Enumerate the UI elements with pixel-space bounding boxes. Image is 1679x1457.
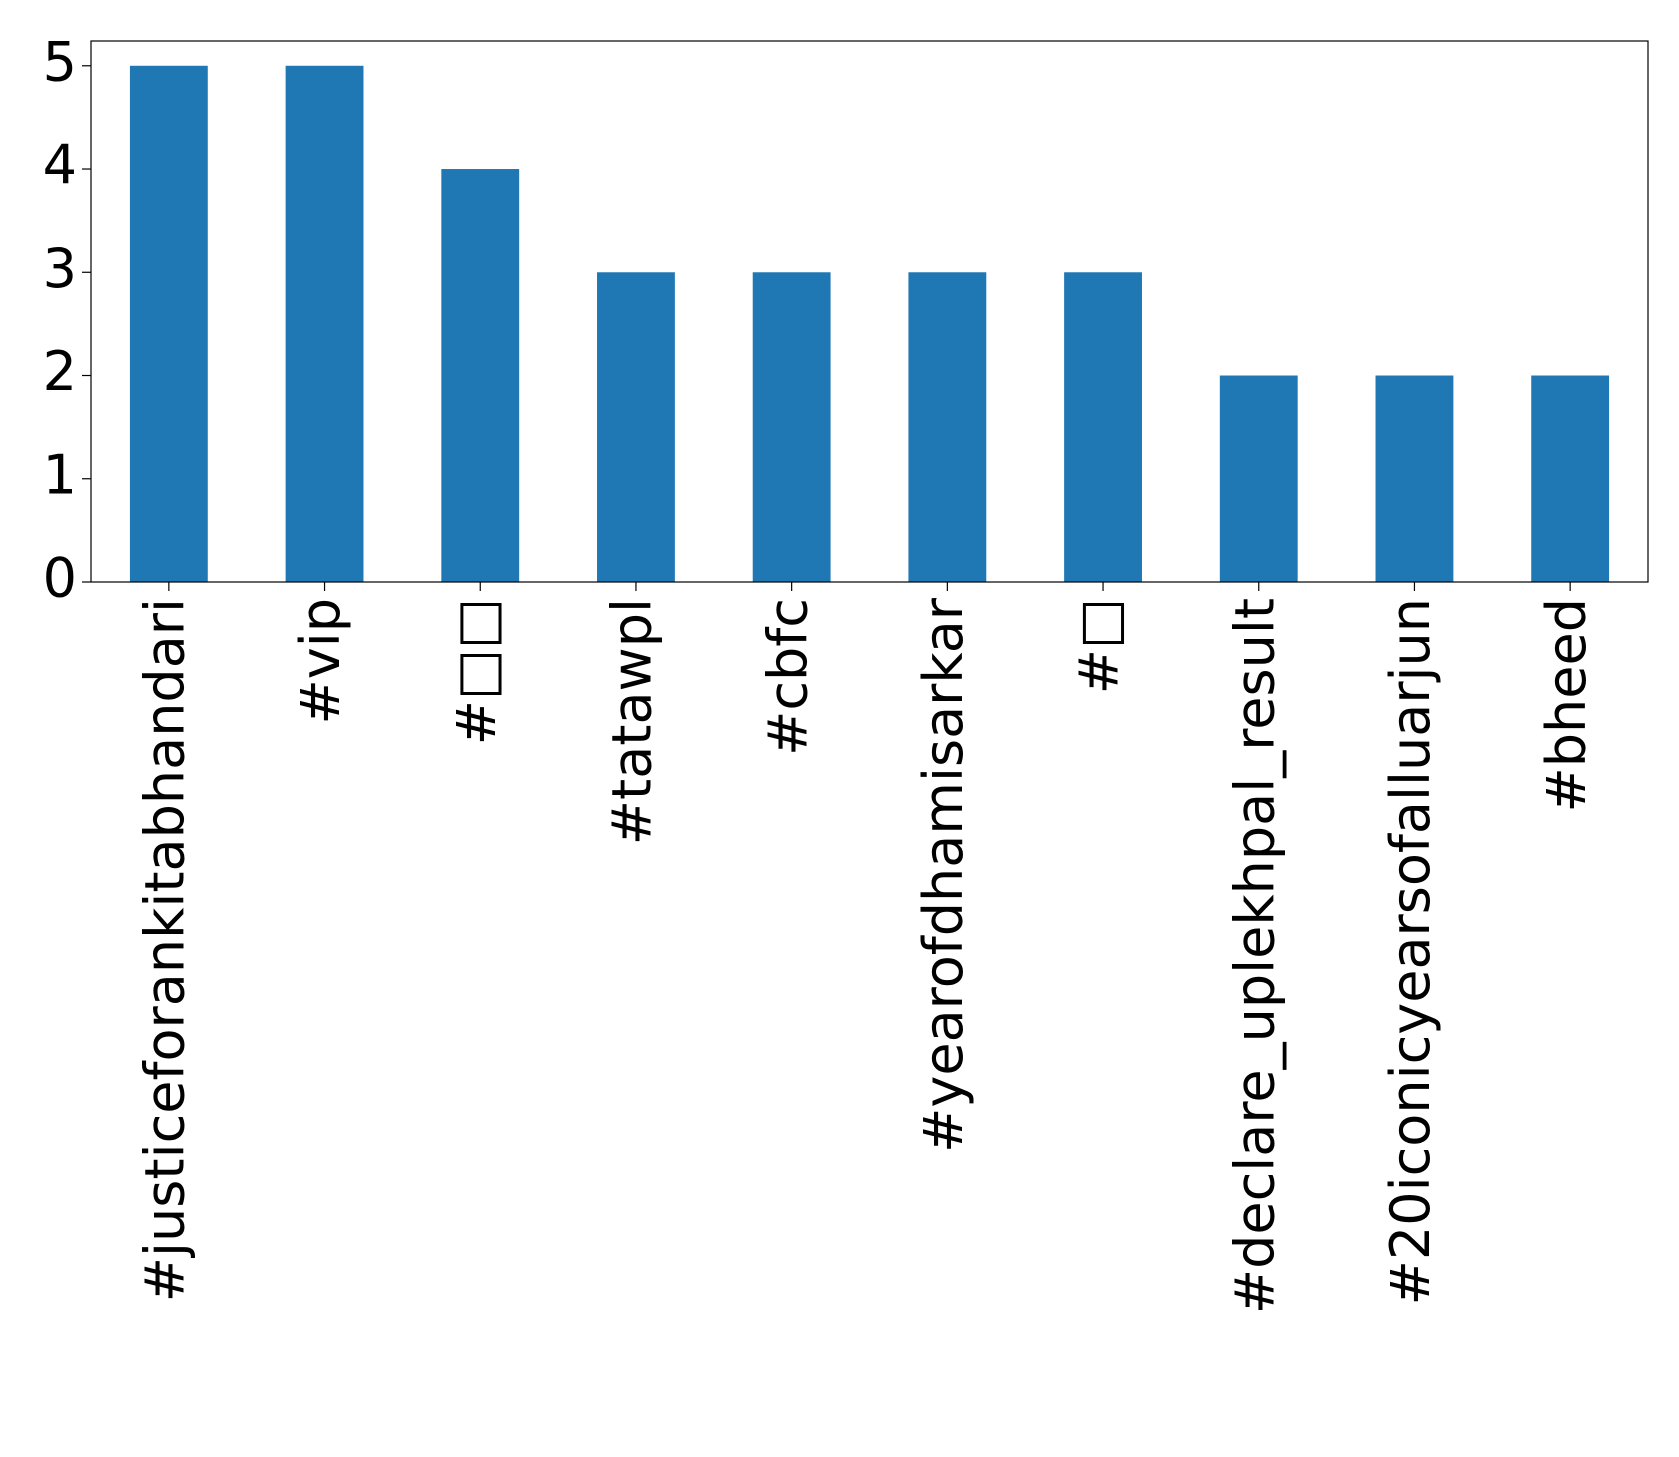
plot-frame <box>90 40 1649 583</box>
bar <box>441 169 520 583</box>
x-tick-label: #vip <box>289 598 352 724</box>
y-tick-label: 4 <box>43 134 77 197</box>
bar <box>129 65 208 582</box>
x-tick-label: #20iconicyearsofalluarjun <box>1379 598 1442 1305</box>
bar <box>285 65 364 582</box>
bar <box>1064 272 1142 582</box>
x-tick-label: #bheed <box>1535 598 1598 812</box>
x-tick-label: #yearofdhamisarkar <box>912 597 975 1153</box>
x-tick-label: #declare_uplekhpal_result <box>1223 598 1286 1314</box>
bar <box>597 272 675 582</box>
y-tick-label: 3 <box>43 237 77 300</box>
x-tick-label: #cbfc <box>756 598 819 756</box>
bar <box>1219 375 1298 582</box>
y-tick-label: 1 <box>43 443 77 506</box>
x-tick-label: #□ <box>1068 598 1131 694</box>
bar <box>1375 375 1454 582</box>
x-tick-label: #justiceforankitabhandari <box>133 598 196 1302</box>
bar <box>1531 375 1610 582</box>
y-tick-label: 0 <box>43 547 77 610</box>
x-tick-label: #□□ <box>445 598 508 745</box>
bar <box>908 272 987 582</box>
x-tick-label: #tatawpl <box>601 598 664 845</box>
y-tick-label: 2 <box>43 340 77 403</box>
bar <box>752 272 831 582</box>
y-tick-label: 5 <box>43 30 77 93</box>
